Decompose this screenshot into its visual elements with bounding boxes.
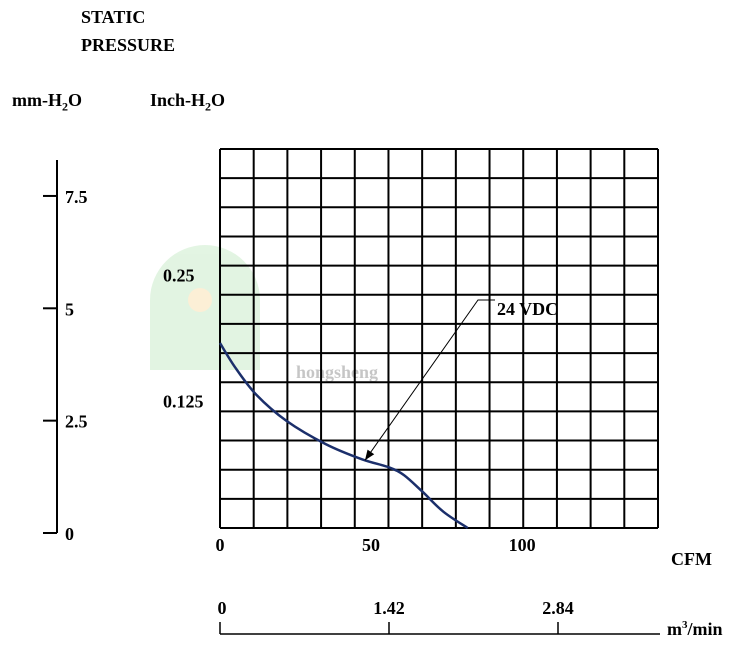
inner-axis-unit-label: Inch-H2O xyxy=(150,91,225,113)
left-axis-tick-label: 0 xyxy=(65,524,74,544)
inner-axis: 0.25 0.125 xyxy=(163,265,204,411)
watermark-text: hongsheng xyxy=(296,362,378,382)
watermark-logo-arch xyxy=(150,245,260,370)
bottom-axis-tick-label: 100 xyxy=(509,535,536,555)
metric-axis-unit-base: m xyxy=(667,619,682,639)
chart-title-line2: PRESSURE xyxy=(81,35,176,55)
bottom-axis: 0 50 100 xyxy=(216,535,536,555)
left-axis: 7.5 5 2.5 0 xyxy=(43,160,88,544)
inner-axis-tick-label: 0.125 xyxy=(163,392,204,412)
bottom-axis-tick-label: 50 xyxy=(362,535,380,555)
series xyxy=(218,342,469,530)
bottom-axis-title: CFM xyxy=(671,549,712,569)
left-axis-unit-base: mm-H xyxy=(12,90,62,110)
watermark-logo-sun xyxy=(188,288,212,312)
metric-axis-unit-sup: 3 xyxy=(682,619,688,631)
inner-axis-unit-base: Inch-H xyxy=(150,90,206,110)
chart-title-line1: STATIC xyxy=(81,7,146,27)
metric-axis-tick-label: 1.42 xyxy=(373,598,405,618)
left-axis-tick-label: 7.5 xyxy=(65,187,88,207)
annotation-label: 24 VDC xyxy=(497,299,558,319)
annotation-leader xyxy=(364,299,495,461)
bottom-axis-tick-label: 0 xyxy=(216,535,225,555)
metric-axis-unit-tail: /min xyxy=(687,619,723,639)
annotation-arrowhead xyxy=(364,449,375,461)
inner-axis-unit-sub: 2 xyxy=(205,99,212,114)
metric-axis-unit-label: m3/min xyxy=(667,619,723,639)
left-axis-unit-sub: 2 xyxy=(61,99,68,114)
annotation: 24 VDC xyxy=(364,299,558,461)
watermark: hongsheng xyxy=(150,245,378,382)
grid xyxy=(219,148,659,529)
metric-axis: 0 1.42 2.84 xyxy=(218,598,660,635)
left-axis-unit-tail: O xyxy=(67,90,82,110)
metric-axis-tick-label: 2.84 xyxy=(542,598,574,618)
inner-axis-tick-label: 0.25 xyxy=(163,265,195,285)
left-axis-tick-label: 5 xyxy=(65,299,74,319)
left-axis-unit-label: mm-H2O xyxy=(12,91,82,113)
metric-axis-tick-label: 0 xyxy=(218,598,227,618)
inner-axis-unit-tail: O xyxy=(211,90,226,110)
left-axis-tick-label: 2.5 xyxy=(65,412,88,432)
series-line-24vdc xyxy=(218,342,469,530)
